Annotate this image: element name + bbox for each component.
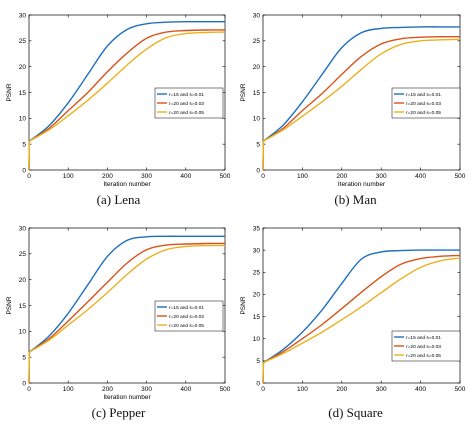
y-axis-label: PSNR [240,83,247,101]
y-tick-label: 20 [253,292,261,299]
legend-label: r=15 and s=0.01 [406,92,441,98]
x-axis-label: Iteration number [103,394,151,401]
chart-square: 0 100 200 300 400 500 0 5 10 15 20 25 30 35 PSNR r=15 a… [240,225,466,393]
y-tick-label: 15 [253,90,261,97]
x-tick-label: 0 [261,386,265,393]
y-tick-label: 5 [22,141,26,148]
x-axis-label: Iteration number [338,181,386,188]
y-tick-label: 5 [256,141,260,148]
series-line [29,29,226,142]
y-tick-label: 25 [19,38,27,45]
y-tick-label: 15 [253,314,261,321]
y-axis-label: PSNR [240,296,247,314]
x-tick-label: 100 [297,173,308,180]
series-line [29,244,226,353]
y-tick-label: 25 [253,38,261,45]
legend-label: r=20 and s=0.05 [169,110,204,116]
series-line [29,31,226,142]
y-tick-label: 30 [19,225,27,232]
series-line [29,242,226,353]
series-line [263,249,460,364]
x-tick-label: 500 [455,173,466,180]
caption-pepper: (c) Pepper [91,405,146,420]
legend-label: r=20 and s=0.03 [406,101,441,107]
x-tick-label: 500 [455,386,466,393]
chart-man: 0 100 200 300 400 500 0 5 10 15 20 25 30 Iteration nu… [240,12,466,188]
x-tick-label: 500 [220,173,231,180]
x-tick-label: 0 [261,173,265,180]
legend-label: r=15 and s=0.01 [169,92,204,98]
x-tick-label: 100 [63,386,74,393]
x-tick-label: 200 [336,386,347,393]
legend-label: r=15 and s=0.01 [169,305,204,311]
y-tick-label: 0 [256,380,260,387]
caption-man: (b) Man [334,192,377,207]
chart-pepper: 0 100 200 300 400 500 0 5 10 15 20 25 30 Iteration nu… [6,225,231,401]
x-tick-label: 200 [336,173,347,180]
y-tick-label: 5 [256,358,260,365]
y-tick-label: 0 [22,380,26,387]
y-tick-label: 10 [19,116,27,123]
x-tick-label: 100 [297,386,308,393]
legend-label: r=15 and s=0.01 [406,335,441,341]
x-tick-label: 400 [180,173,191,180]
x-tick-label: 200 [102,173,113,180]
legend-label: r=20 and s=0.05 [169,323,204,329]
y-tick-label: 10 [253,116,261,123]
x-axis-label: Iteration number [103,181,151,188]
y-axis-label: PSNR [6,296,13,314]
y-tick-label: 10 [253,336,261,343]
series-line [263,254,461,364]
legend-label: r=20 and s=0.05 [406,353,441,359]
x-tick-label: 500 [220,386,231,393]
caption-lena: (a) Lena [96,192,141,207]
y-tick-label: 10 [19,329,27,336]
series-line [263,38,461,142]
y-tick-label: 20 [253,64,261,71]
x-tick-label: 100 [63,173,74,180]
x-tick-label: 0 [27,173,31,180]
series-line [28,20,225,142]
y-tick-label: 20 [19,277,27,284]
x-tick-label: 300 [376,386,387,393]
y-tick-label: 30 [253,247,261,254]
x-tick-label: 200 [102,386,113,393]
x-tick-label: 0 [27,386,31,393]
y-tick-label: 5 [22,354,26,361]
series-line [263,257,461,364]
y-tick-label: 30 [253,12,261,19]
series-line [263,35,461,142]
x-tick-label: 300 [141,386,152,393]
y-tick-label: 20 [19,64,27,71]
caption-square: (d) Square [328,405,383,420]
y-tick-label: 35 [253,225,261,232]
legend-label: r=20 and s=0.03 [169,314,204,320]
x-tick-label: 300 [141,173,152,180]
chart-lena: 0 100 200 300 400 500 0 5 10 15 20 25 30 Iteration nu… [6,12,231,188]
series-line [28,235,225,353]
x-tick-label: 300 [376,173,387,180]
y-tick-label: 25 [19,251,27,258]
x-tick-label: 400 [415,386,426,393]
series-line [262,26,460,142]
y-tick-label: 30 [19,12,27,19]
y-tick-label: 25 [253,270,261,277]
legend [154,87,224,119]
x-tick-label: 400 [415,173,426,180]
y-axis-label: PSNR [6,83,13,101]
legend-label: r=20 and s=0.05 [406,110,441,116]
legend-label: r=20 and s=0.03 [169,101,204,107]
y-tick-label: 0 [256,167,260,174]
y-tick-label: 15 [19,90,27,97]
x-tick-label: 400 [180,386,191,393]
legend-label: r=20 and s=0.03 [406,344,441,350]
y-tick-label: 15 [19,303,27,310]
y-tick-label: 0 [22,167,26,174]
